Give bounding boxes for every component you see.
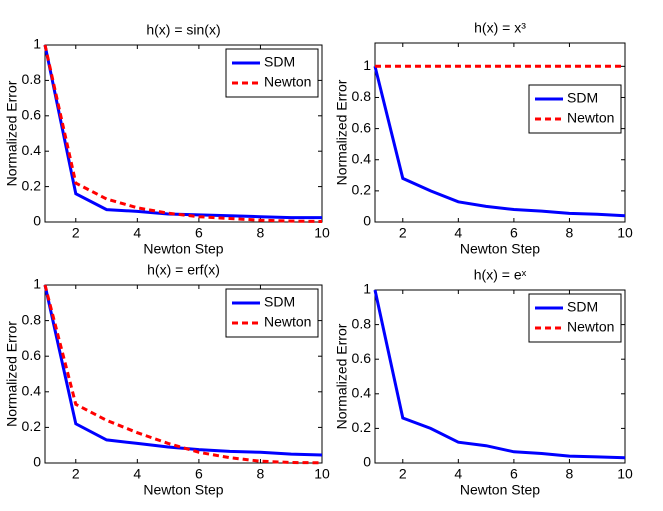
legend-label: SDM bbox=[567, 90, 598, 106]
x-tick-label: 6 bbox=[195, 225, 203, 241]
subplot-title: h(x) = eˣ bbox=[474, 267, 527, 283]
legend-label: Newton bbox=[264, 314, 311, 330]
x-tick-label: 10 bbox=[617, 466, 633, 482]
series-line bbox=[43, 284, 323, 457]
subplot: h(x) = sin(x) Newton Step Normalized Error… bbox=[4, 22, 330, 257]
x-axis-label: Newton Step bbox=[460, 482, 540, 498]
series-line bbox=[43, 44, 323, 223]
x-tick-label: 2 bbox=[399, 225, 407, 241]
y-tick-label: 0.8 bbox=[22, 311, 42, 327]
series-line bbox=[43, 284, 323, 465]
y-tick-label: 0.8 bbox=[22, 71, 42, 87]
y-tick-label: 1 bbox=[363, 57, 371, 73]
axes-box bbox=[374, 42, 626, 223]
y-tick-label: 0.4 bbox=[352, 385, 372, 401]
legend-box bbox=[528, 84, 622, 134]
axes-box bbox=[44, 284, 323, 464]
x-tick-label: 8 bbox=[257, 225, 265, 241]
y-tick-label: 0.2 bbox=[352, 182, 372, 198]
legend-label: Newton bbox=[264, 74, 311, 90]
y-axis-label: Normalized Error bbox=[4, 321, 20, 427]
x-tick-label: 2 bbox=[399, 466, 407, 482]
y-tick-label: 1 bbox=[33, 36, 41, 52]
x-axis-label: Newton Step bbox=[143, 241, 223, 257]
x-tick-label: 4 bbox=[133, 225, 141, 241]
x-tick-label: 2 bbox=[72, 225, 80, 241]
x-tick-label: 8 bbox=[566, 466, 574, 482]
x-tick-label: 10 bbox=[314, 466, 330, 482]
legend: SDM Newton bbox=[528, 293, 622, 343]
y-tick-label: 0 bbox=[363, 454, 371, 470]
legend-label: SDM bbox=[264, 54, 295, 70]
subplot-title: h(x) = x³ bbox=[474, 20, 526, 36]
y-tick-label: 0.6 bbox=[22, 347, 42, 363]
y-tick-label: 1 bbox=[33, 276, 41, 292]
y-tick-label: 0.6 bbox=[352, 350, 372, 366]
y-axis-label: Normalized Error bbox=[334, 323, 350, 429]
legend-box bbox=[225, 48, 319, 98]
legend: SDM Newton bbox=[225, 48, 319, 98]
y-tick-label: 0.8 bbox=[352, 315, 372, 331]
y-tick-label: 0.8 bbox=[352, 88, 372, 104]
x-tick-label: 8 bbox=[257, 466, 265, 482]
legend-box bbox=[225, 288, 319, 338]
y-tick-label: 0 bbox=[363, 213, 371, 229]
subplot: h(x) = erf(x) Newton Step Normalized Error… bbox=[4, 262, 330, 498]
y-tick-label: 0.2 bbox=[22, 418, 42, 434]
x-tick-label: 10 bbox=[617, 225, 633, 241]
y-tick-label: 1 bbox=[363, 281, 371, 297]
legend-label: Newton bbox=[567, 110, 614, 126]
x-tick-label: 8 bbox=[566, 225, 574, 241]
x-tick-label: 4 bbox=[454, 225, 462, 241]
x-tick-label: 6 bbox=[510, 225, 518, 241]
x-tick-label: 10 bbox=[314, 225, 330, 241]
y-tick-label: 0 bbox=[33, 454, 41, 470]
x-tick-label: 4 bbox=[133, 466, 141, 482]
subplot-title: h(x) = erf(x) bbox=[147, 262, 220, 278]
subplot-title: h(x) = sin(x) bbox=[146, 22, 220, 38]
axes-box bbox=[44, 44, 323, 223]
legend-box bbox=[528, 293, 622, 343]
y-axis-label: Normalized Error bbox=[4, 80, 20, 186]
axes-box bbox=[374, 289, 626, 464]
x-axis-label: Newton Step bbox=[460, 241, 540, 257]
x-tick-label: 4 bbox=[454, 466, 462, 482]
x-tick-label: 2 bbox=[72, 466, 80, 482]
subplot: h(x) = x³ Newton Step Normalized Error 0 0.2… bbox=[334, 20, 633, 257]
series-line bbox=[373, 65, 626, 218]
x-axis-label: Newton Step bbox=[143, 482, 223, 498]
legend: SDM Newton bbox=[225, 288, 319, 338]
y-axis-label: Normalized Error bbox=[334, 79, 350, 185]
subplot: h(x) = eˣ Newton Step Normalized Error 0 0.2… bbox=[334, 267, 633, 498]
y-tick-label: 0.6 bbox=[352, 119, 372, 135]
legend-label: SDM bbox=[264, 294, 295, 310]
legend-label: Newton bbox=[567, 319, 614, 335]
legend-label: SDM bbox=[567, 299, 598, 315]
x-tick-label: 6 bbox=[510, 466, 518, 482]
y-tick-label: 0 bbox=[33, 213, 41, 229]
y-tick-label: 0.4 bbox=[22, 383, 42, 399]
series-line bbox=[373, 289, 626, 460]
y-tick-label: 0.4 bbox=[352, 150, 372, 166]
legend: SDM Newton bbox=[528, 84, 622, 134]
y-tick-label: 0.2 bbox=[352, 419, 372, 435]
y-tick-label: 0.6 bbox=[22, 107, 42, 123]
y-tick-label: 0.4 bbox=[22, 142, 42, 158]
x-tick-label: 6 bbox=[195, 466, 203, 482]
y-tick-label: 0.2 bbox=[22, 177, 42, 193]
